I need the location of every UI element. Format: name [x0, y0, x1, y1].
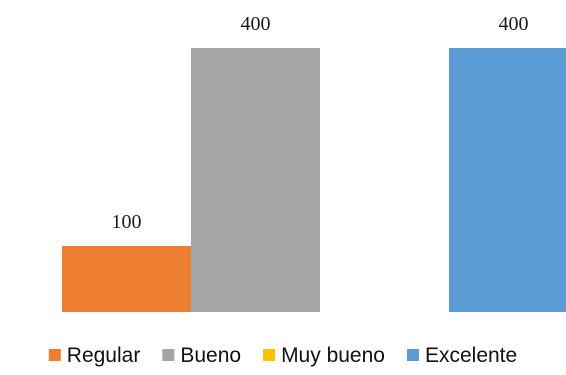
legend-swatch-excelente: [406, 349, 419, 361]
legend-label-muy-bueno: Muy bueno: [281, 344, 385, 367]
bar-bueno: [191, 48, 320, 312]
data-label-regular: 100: [112, 211, 142, 233]
legend-item-muy-bueno: Muy bueno: [263, 344, 385, 367]
data-labels-group: 100 400 400: [112, 13, 529, 233]
data-label-excelente: 400: [499, 13, 529, 35]
legend-label-excelente: Excelente: [425, 344, 517, 367]
legend-label-bueno: Bueno: [180, 344, 241, 367]
legend-swatch-regular: [48, 349, 61, 361]
legend-swatch-bueno: [162, 349, 175, 361]
bars-group: [62, 48, 566, 312]
data-label-bueno: 400: [241, 13, 271, 35]
bar-excelente: [449, 48, 566, 312]
bar-regular: [62, 246, 191, 312]
legend-label-regular: Regular: [67, 344, 141, 367]
legend-swatch-muy-bueno: [263, 349, 276, 361]
legend-item-bueno: Bueno: [162, 344, 241, 367]
legend-item-regular: Regular: [48, 344, 141, 367]
legend-item-excelente: Excelente: [406, 344, 517, 367]
legend: Regular Bueno Muy bueno Excelente: [48, 344, 517, 367]
